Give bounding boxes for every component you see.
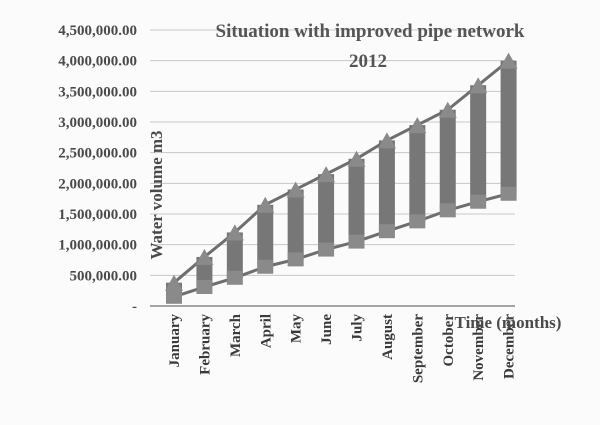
series-line-2	[173, 192, 509, 299]
y-axis-title: Water volume m3	[147, 130, 166, 259]
hi-lo-bar	[409, 125, 426, 222]
y-tick-label: 2,500,000.00	[58, 146, 137, 162]
series-2-marker	[500, 186, 517, 201]
hi-lo-bar	[470, 85, 487, 202]
y-tick-label: 500,000.00	[70, 268, 138, 284]
hi-lo-bar	[348, 158, 365, 242]
series-1-marker	[286, 181, 305, 198]
chart-title: Situation with improved pipe network	[216, 21, 525, 42]
series-1-marker	[165, 274, 183, 291]
x-category-label: February	[197, 314, 213, 375]
series-2-marker	[470, 194, 487, 209]
series-lines	[173, 59, 510, 299]
y-axis-tick-labels: - 500,000.00 1,000,000.00 1,500,000.00 2,000…	[58, 23, 137, 315]
hi-lo-bar	[318, 174, 335, 250]
series-2-marker	[439, 203, 456, 218]
series-2-marker	[287, 252, 304, 267]
series-2-marker	[378, 224, 395, 239]
x-category-label: January	[167, 314, 183, 368]
y-tick-label: 1,000,000.00	[58, 238, 137, 254]
x-category-label: November	[471, 314, 487, 381]
y-tick-label: 3,000,000.00	[58, 115, 137, 131]
y-tick-label: 4,000,000.00	[58, 54, 137, 70]
x-axis-category-labels: January February March April May June July Augu…	[167, 313, 518, 383]
series-1-marker	[195, 248, 214, 265]
series-1-marker	[408, 117, 427, 134]
series-2-marker	[318, 242, 335, 257]
series-2-marker	[196, 279, 213, 294]
y-tick-label: 3,500,000.00	[58, 84, 137, 100]
series-2-marker	[409, 214, 426, 229]
y-tick-label: 1,500,000.00	[58, 207, 137, 223]
x-category-label: March	[228, 313, 244, 357]
series-1-marker	[317, 166, 336, 183]
series-1-marker	[377, 132, 396, 149]
series-2-marker	[226, 270, 243, 285]
x-category-label: May	[289, 314, 305, 344]
chart-subtitle: 2012	[349, 51, 387, 72]
y-tick-label: 4,500,000.00	[58, 23, 137, 39]
hi-lo-bar	[287, 189, 304, 260]
series-2-marker	[257, 259, 274, 274]
x-category-label: April	[258, 314, 274, 348]
series-markers	[165, 52, 518, 304]
series-line-1	[173, 59, 510, 284]
x-category-label: December	[502, 314, 518, 379]
series-1-marker	[499, 52, 518, 69]
hi-lo-bar	[439, 109, 456, 211]
hi-lo-bar	[500, 60, 517, 194]
hi-lo-bar	[257, 204, 274, 267]
series-1-marker	[347, 150, 366, 167]
series-2-marker	[166, 289, 182, 304]
x-category-label: July	[350, 314, 366, 342]
y-tick-label: -	[132, 299, 137, 315]
hi-lo-bar	[378, 140, 395, 232]
hi-lo-bar	[226, 232, 243, 278]
x-category-label: August	[380, 314, 396, 360]
series-1-marker	[469, 77, 488, 94]
series-1-marker	[438, 101, 457, 118]
x-axis-title: Time (months)	[455, 313, 562, 332]
gridlines	[150, 29, 515, 276]
series-1-marker	[256, 196, 275, 213]
x-category-label: October	[441, 314, 457, 367]
series-2-marker	[348, 234, 365, 249]
x-category-label: June	[319, 314, 335, 345]
series-1-marker	[225, 224, 244, 241]
x-category-label: September	[410, 314, 426, 383]
y-tick-label: 2,000,000.00	[58, 176, 137, 192]
